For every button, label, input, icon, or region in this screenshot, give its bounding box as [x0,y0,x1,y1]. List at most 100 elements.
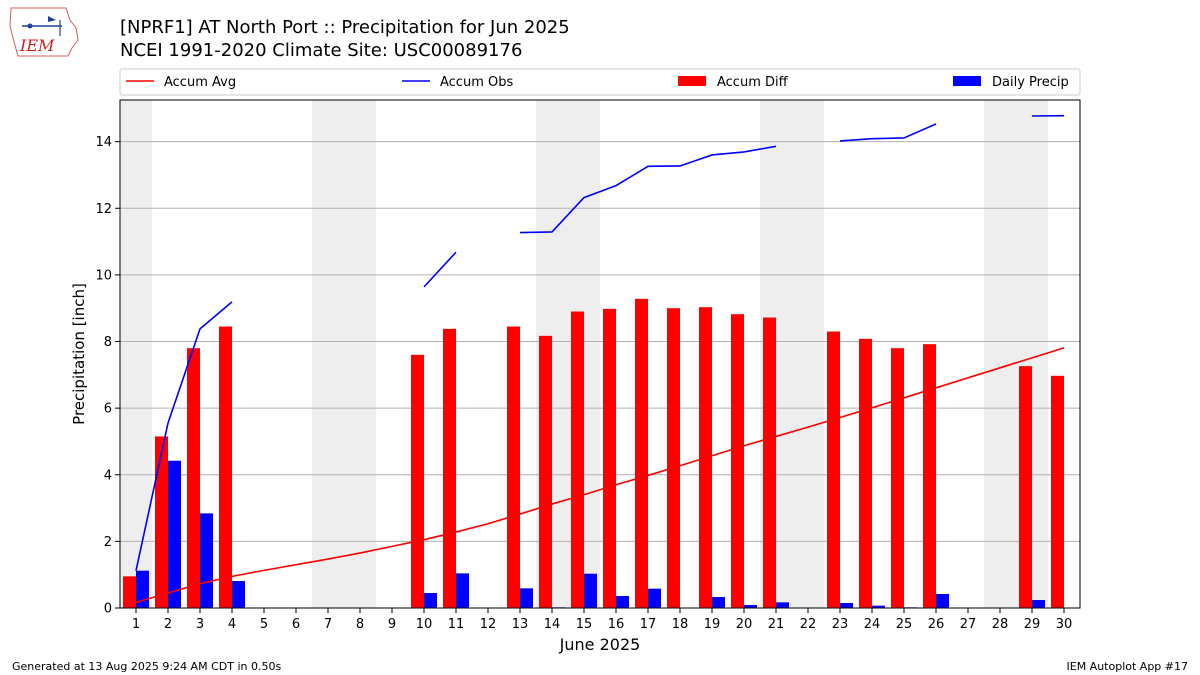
line-accum-obs-segment-1 [135,301,233,571]
weekend-band-day-28 [984,100,1016,608]
lines [135,114,1065,604]
bar-accum-diff-day-30 [1051,375,1064,608]
bar-accum-diff-day-11 [443,328,456,608]
legend-label-accum-avg: Accum Avg [164,75,236,90]
line-accum-obs-segment-2 [423,251,457,288]
weekend-band-day-1 [120,100,152,608]
x-tick-label-26: 26 [928,617,945,632]
x-tick-label-10: 10 [416,617,433,632]
legend: Accum Avg Accum Obs Accum Diff Daily Pre… [119,68,1081,96]
bar-daily-precip-day-15 [584,573,597,608]
bar-daily-precip-day-13 [520,588,533,608]
x-tick-label-9: 9 [388,617,396,632]
bar-accum-diff-day-16 [603,308,616,608]
y-tick-label-4: 4 [104,468,112,483]
weekend-band-day-8 [344,100,376,608]
bar-daily-precip-day-11 [456,573,469,608]
y-tick-label-6: 6 [104,402,112,417]
line-accum-obs-segment-4 [839,123,937,142]
x-tick-label-2: 2 [164,617,172,632]
x-tick-label-21: 21 [768,617,785,632]
bar-accum-diff-day-26 [923,344,936,608]
bar-daily-precip-day-19 [712,597,725,608]
plot-frame [119,99,1081,609]
legend-box [119,68,1081,96]
bar-accum-diff-day-17 [635,298,648,608]
legend-label-accum-obs: Accum Obs [440,75,513,90]
bar-accum-diff-day-14 [539,335,552,608]
bar-accum-diff-day-18 [667,308,680,608]
x-tick-label-12: 12 [480,617,497,632]
bar-accum-diff-day-3 [187,348,200,608]
bar-accum-diff-day-10 [411,354,424,608]
bar-daily-precip-day-26 [936,594,949,608]
bar-accum-diff-day-24 [859,338,872,608]
bar-accum-diff-day-4 [219,326,232,608]
gridlines [120,141,1080,609]
y-axis-label: Precipitation [inch] [70,283,88,425]
legend-label-daily-precip: Daily Precip [992,75,1069,90]
x-tick-label-1: 1 [132,617,140,632]
bar-daily-precip-day-10 [424,593,437,608]
y-axis-ticks: 0 2 4 6 8 10 12 14 [95,135,120,617]
x-tick-label-18: 18 [672,617,689,632]
bar-accum-diff-day-29 [1019,366,1032,608]
legend-symbol-daily-precip [953,76,981,86]
bar-daily-precip-day-17 [648,588,661,608]
bar-daily-precip-day-3 [200,513,213,608]
legend-symbol-accum-diff [678,76,706,86]
x-tick-label-25: 25 [896,617,913,632]
y-tick-label-2: 2 [104,535,112,550]
y-tick-label-8: 8 [104,335,112,350]
bar-accum-diff-day-13 [507,326,520,608]
footer-app: IEM Autoplot App #17 [1066,660,1189,673]
y-tick-label-12: 12 [95,202,112,217]
x-tick-label-29: 29 [1024,617,1041,632]
x-tick-label-5: 5 [260,617,268,632]
x-tick-label-23: 23 [832,617,849,632]
chart-title: [NPRF1] AT North Port :: Precipitation f… [120,17,570,38]
bar-daily-precip-day-21 [776,602,789,608]
weekend-band-day-7 [312,100,344,608]
bar-daily-precip-day-24 [872,605,885,608]
bar-accum-diff-day-2 [155,436,168,608]
x-tick-label-28: 28 [992,617,1009,632]
line-accum-obs-segment-3 [519,145,777,234]
bar-accum-diff-day-1 [123,576,136,608]
bar-accum-diff-day-25 [891,348,904,608]
bars [123,298,1077,608]
bar-daily-precip-day-23 [840,603,853,608]
x-tick-label-14: 14 [544,617,561,632]
x-tick-label-19: 19 [704,617,721,632]
iem-logo: IEM [9,7,79,57]
x-axis-label: June 2025 [559,635,641,654]
bar-accum-diff-day-23 [827,331,840,608]
bar-daily-precip-day-20 [744,605,757,608]
x-tick-label-8: 8 [356,617,364,632]
x-tick-label-15: 15 [576,617,593,632]
bar-daily-precip-day-2 [168,460,181,608]
y-tick-label-0: 0 [104,602,112,617]
x-tick-label-4: 4 [228,617,236,632]
bar-accum-diff-day-20 [731,314,744,608]
weekend-shading [120,100,1048,608]
x-tick-label-6: 6 [292,617,300,632]
x-tick-label-7: 7 [324,617,332,632]
bar-daily-precip-day-29 [1032,600,1045,608]
y-tick-label-14: 14 [95,135,112,150]
x-tick-label-30: 30 [1056,617,1073,632]
x-tick-label-24: 24 [864,617,881,632]
line-accum-avg-segment-1 [135,347,1065,604]
bar-accum-diff-day-15 [571,311,584,608]
chart-subtitle: NCEI 1991-2020 Climate Site: USC00089176 [120,40,523,61]
x-axis-ticks: 1 2 3 4 5 6 7 8 9 10 11 12 13 14 15 16 17 18 19 20 21 22 23 24 2… [132,608,1072,632]
x-tick-label-3: 3 [196,617,204,632]
x-tick-label-16: 16 [608,617,625,632]
x-tick-label-17: 17 [640,617,657,632]
x-tick-label-13: 13 [512,617,529,632]
bar-daily-precip-day-16 [616,596,629,608]
logo-text: IEM [19,36,55,55]
weekend-band-day-22 [792,100,824,608]
